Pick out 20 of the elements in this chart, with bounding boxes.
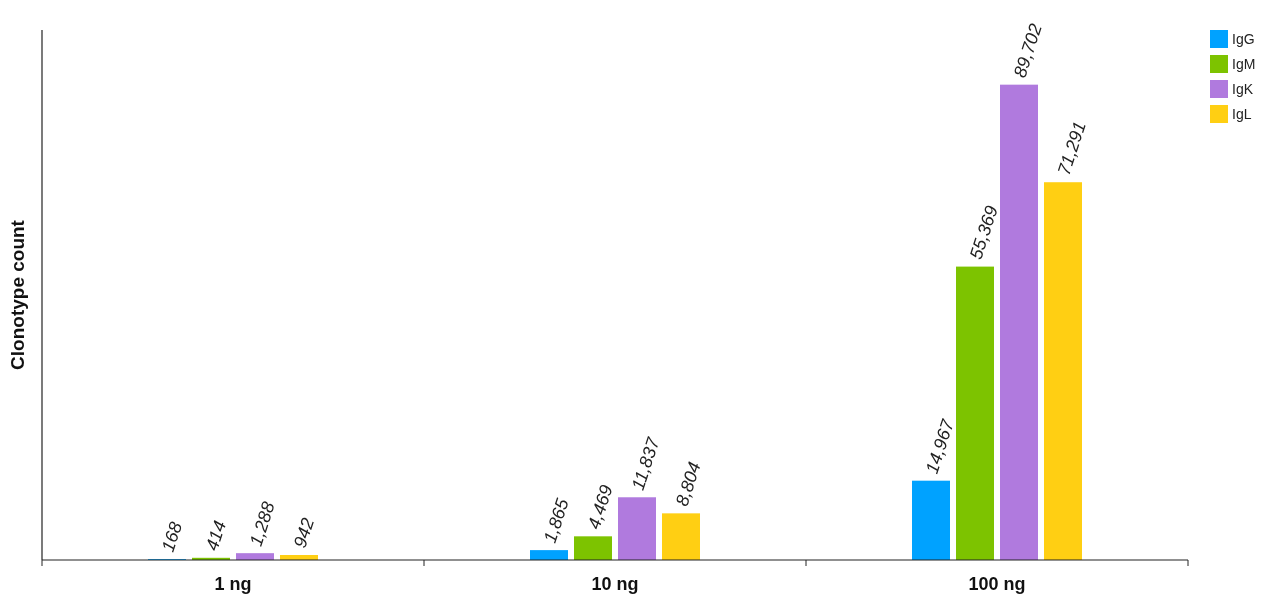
data-label: 4,469: [583, 482, 617, 532]
data-label: 55,369: [965, 203, 1002, 262]
x-tick-label: 100 ng: [968, 574, 1026, 594]
data-label: 71,291: [1053, 118, 1090, 178]
data-label: 168: [157, 519, 187, 555]
data-label: 1,288: [245, 499, 279, 549]
data-label: 14,967: [921, 416, 959, 476]
data-label: 89,702: [1009, 21, 1046, 80]
legend-label: IgM: [1232, 56, 1256, 72]
legend-label: IgL: [1232, 106, 1252, 122]
data-label: 8,804: [671, 459, 705, 509]
y-axis-title: Clonotype count: [7, 219, 28, 370]
legend-label: IgK: [1232, 81, 1254, 97]
data-label: 11,837: [627, 434, 664, 493]
legend-label: IgG: [1232, 31, 1255, 47]
data-label: 942: [289, 515, 319, 551]
data-label: 1,865: [539, 495, 574, 546]
x-tick-label: 1 ng: [214, 574, 252, 594]
x-tick-label: 10 ng: [591, 574, 639, 594]
data-label: 414: [201, 518, 231, 554]
